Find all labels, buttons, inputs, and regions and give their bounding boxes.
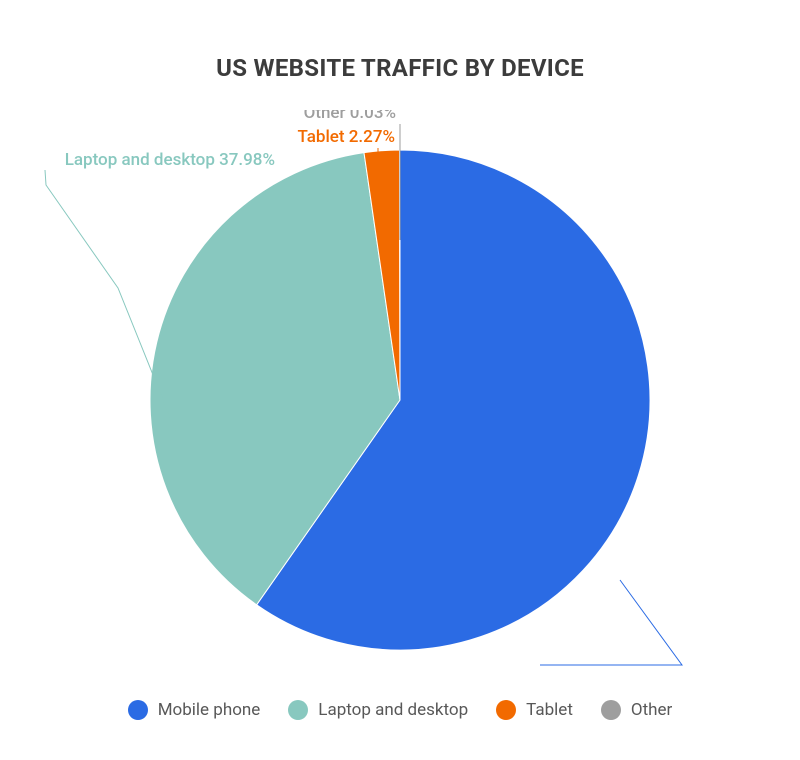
chart-container: US WEBSITE TRAFFIC BY DEVICE Mobile phon… bbox=[0, 0, 800, 760]
legend-label: Laptop and desktop bbox=[318, 700, 468, 720]
legend-swatch bbox=[496, 700, 516, 720]
legend-item-laptop: Laptop and desktop bbox=[288, 700, 468, 720]
callout-leader bbox=[540, 580, 682, 665]
legend-label: Mobile phone bbox=[158, 700, 261, 720]
pie-chart: Mobile phone 59.72%Laptop and desktop 37… bbox=[0, 110, 800, 670]
callout-label: Laptop and desktop 37.98% bbox=[65, 150, 275, 170]
legend-label: Tablet bbox=[526, 700, 573, 720]
legend-item-mobile: Mobile phone bbox=[128, 700, 261, 720]
legend-swatch bbox=[601, 700, 621, 720]
legend-label: Other bbox=[631, 700, 672, 720]
legend-item-other: Other bbox=[601, 700, 672, 720]
pie-chart-svg: Mobile phone 59.72%Laptop and desktop 37… bbox=[0, 110, 800, 670]
callout-label: Other 0.03% bbox=[304, 110, 396, 123]
legend-swatch bbox=[288, 700, 308, 720]
legend-swatch bbox=[128, 700, 148, 720]
chart-title: US WEBSITE TRAFFIC BY DEVICE bbox=[0, 54, 800, 82]
callout-label: Tablet 2.27% bbox=[297, 127, 395, 147]
chart-legend: Mobile phone Laptop and desktop Tablet O… bbox=[0, 700, 800, 720]
legend-item-tablet: Tablet bbox=[496, 700, 573, 720]
